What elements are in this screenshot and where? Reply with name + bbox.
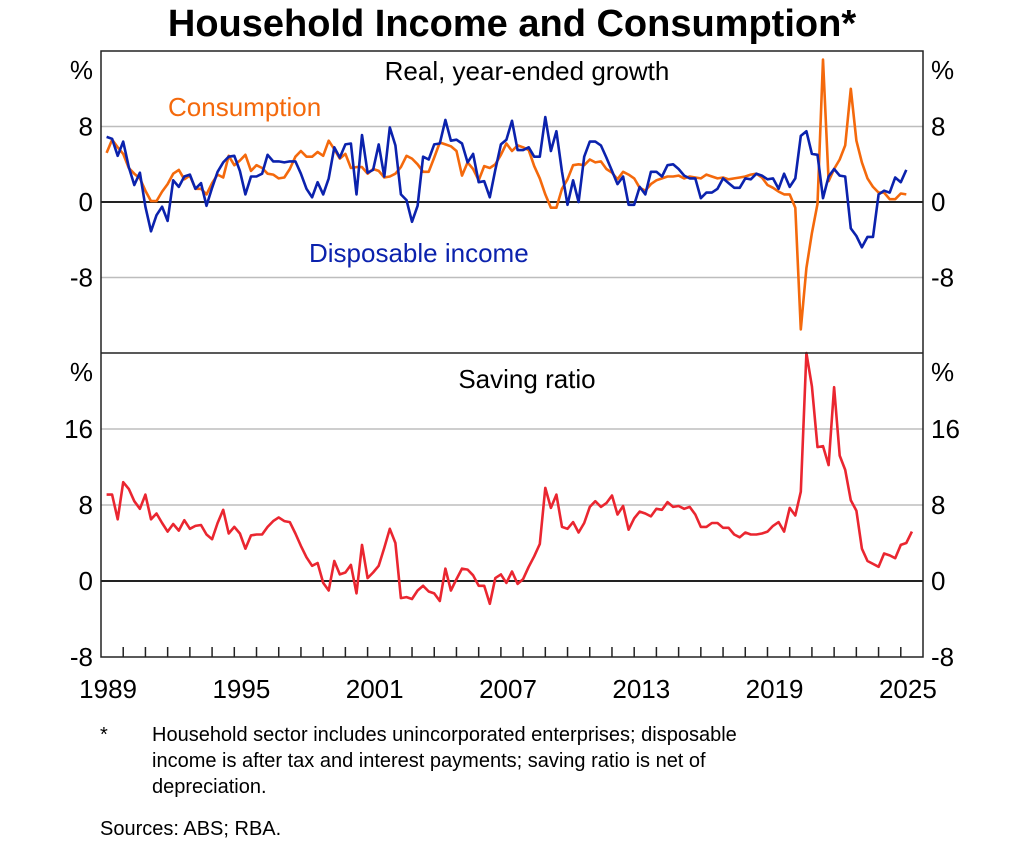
y-tick-label-left: -8 <box>70 642 93 672</box>
plot-frame <box>100 50 924 658</box>
y-tick-label-right: 0 <box>931 187 945 217</box>
footnote-line: Household sector includes unincorporated… <box>152 724 737 746</box>
footnote-line: income is after tax and interest payment… <box>152 750 706 772</box>
y-unit-left: % <box>70 357 93 387</box>
y-tick-label-left: 8 <box>79 112 93 142</box>
y-tick-label-left: 0 <box>79 187 93 217</box>
chart-title: Household Income and Consumption* <box>168 3 856 45</box>
bottom-panel-title: Saving ratio <box>458 364 595 394</box>
y-tick-label-right: -8 <box>931 642 954 672</box>
y-tick-label-right: -8 <box>931 263 954 293</box>
x-tick-label: 1995 <box>212 674 270 704</box>
disposable-income-label: Disposable income <box>309 238 529 268</box>
x-tick-label: 2019 <box>746 674 804 704</box>
footnote-marker: * <box>100 724 108 746</box>
y-tick-label-right: 0 <box>931 566 945 596</box>
y-tick-label-left: -8 <box>70 263 93 293</box>
x-tick-label: 2013 <box>612 674 670 704</box>
y-unit-left: % <box>70 55 93 85</box>
sources: Sources: ABS; RBA. <box>100 818 282 840</box>
x-tick-label: 2001 <box>346 674 404 704</box>
footnote: Household sector includes unincorporated… <box>152 722 912 800</box>
series-line-disposable-income <box>106 115 908 249</box>
x-tick-label: 2007 <box>479 674 537 704</box>
consumption-label: Consumption <box>168 92 321 122</box>
series-line-saving-ratio <box>106 351 914 606</box>
y-tick-label-right: 16 <box>931 414 960 444</box>
y-tick-label-left: 16 <box>64 414 93 444</box>
y-unit-right: % <box>931 357 954 387</box>
y-unit-right: % <box>931 55 954 85</box>
top-panel-title: Real, year-ended growth <box>385 56 670 86</box>
series-line-consumption <box>105 58 907 331</box>
y-tick-label-right: 8 <box>931 490 945 520</box>
x-tick-label: 1989 <box>79 674 137 704</box>
y-tick-label-right: 8 <box>931 112 945 142</box>
x-tick-label: 2025 <box>879 674 937 704</box>
y-tick-label-left: 0 <box>79 566 93 596</box>
footnote-line: depreciation. <box>152 776 267 798</box>
y-tick-label-left: 8 <box>79 490 93 520</box>
